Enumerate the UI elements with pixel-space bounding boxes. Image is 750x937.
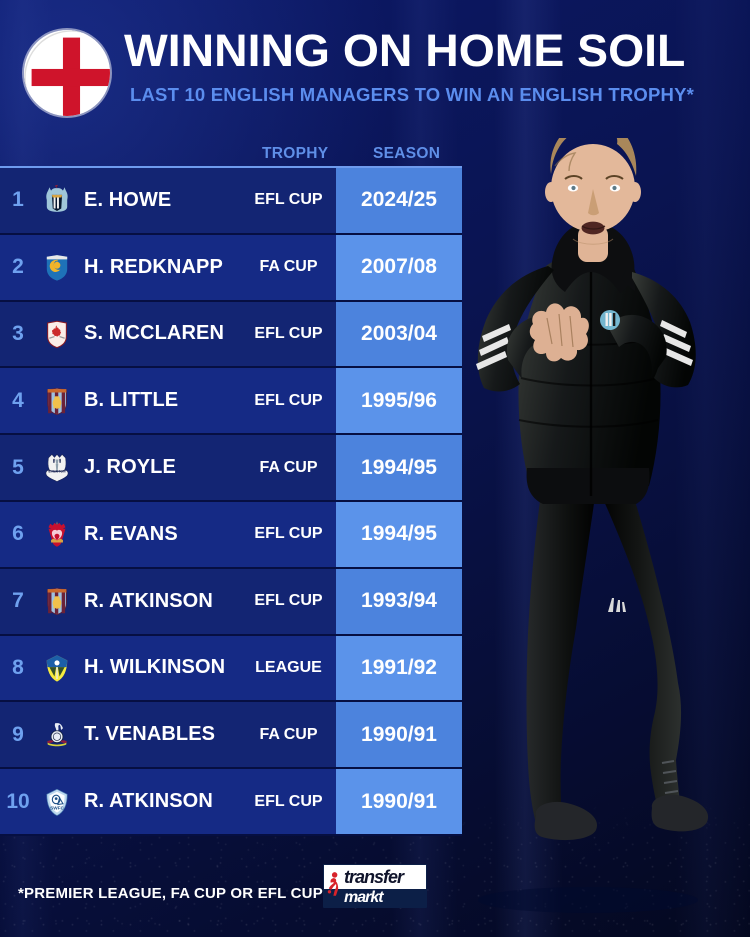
svg-text:EVERTON: EVERTON [48, 469, 66, 473]
svg-text:SWFC: SWFC [50, 805, 64, 810]
